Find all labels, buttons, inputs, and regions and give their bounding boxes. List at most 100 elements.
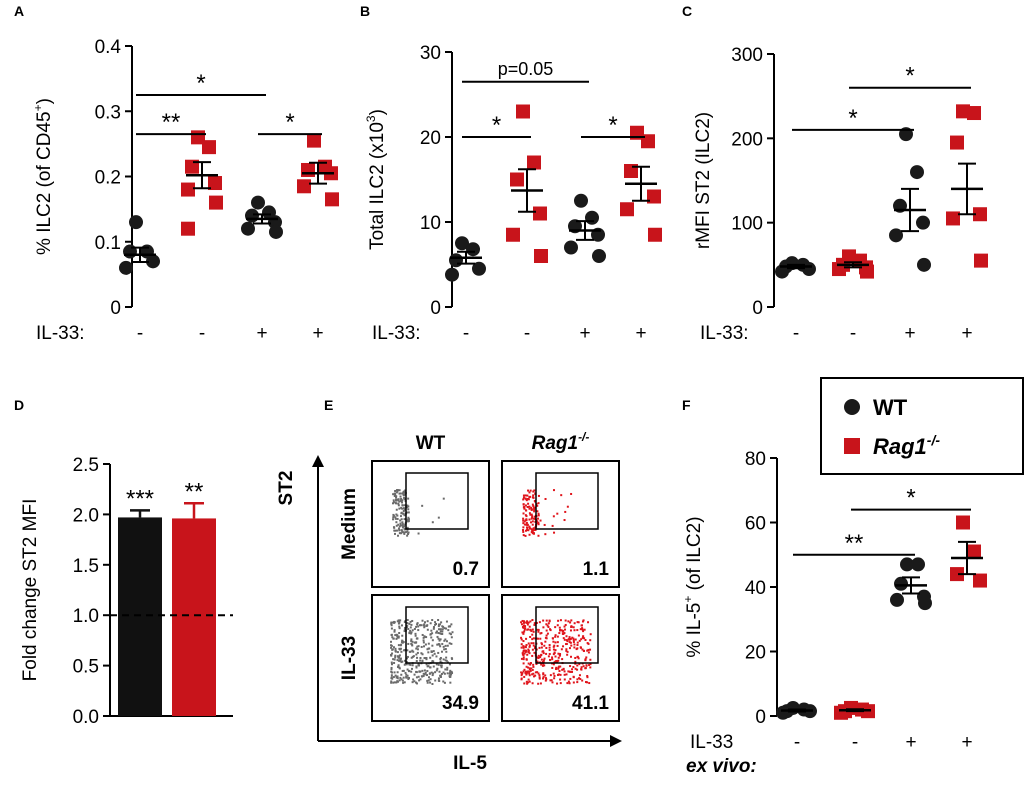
panel-e-event-dot xyxy=(449,669,452,672)
panel-e-event-dot xyxy=(416,648,419,651)
panel-e-event-dot xyxy=(562,632,565,635)
panel-e-event-dot xyxy=(419,678,422,681)
panel-e-event-dot xyxy=(397,498,400,501)
panel-e-event-dot xyxy=(565,635,568,638)
panel-e-column-header-main: Rag1 xyxy=(532,433,578,454)
panel-e-event-dot xyxy=(578,677,581,680)
panel-e-event-dot xyxy=(421,633,424,636)
legend-frame xyxy=(820,377,1024,475)
panel-e-event-dot xyxy=(523,628,526,631)
panel-e-event-dot xyxy=(521,631,524,634)
panel-a-condition: - xyxy=(137,323,143,344)
panel-e-event-dot xyxy=(589,666,592,669)
panel-b-point-rag1 xyxy=(506,227,520,242)
panel-e-event-dot xyxy=(435,631,438,634)
panel-e-event-dot xyxy=(417,532,420,535)
panel-e-event-dot xyxy=(528,533,531,536)
panel-a-y-label: % ILC2 (of CD45+) xyxy=(31,98,55,255)
panel-e-event-dot xyxy=(520,621,523,624)
panel-e-event-dot xyxy=(533,651,536,654)
panel-e-event-dot xyxy=(393,495,396,498)
panel-e-event-dot xyxy=(526,523,529,526)
panel-e-event-dot xyxy=(525,673,528,676)
panel-e-event-dot xyxy=(576,678,579,681)
panel-c-point-rag1 xyxy=(950,135,964,150)
panel-e-event-dot xyxy=(569,638,572,641)
panel-e-event-dot xyxy=(396,655,399,658)
panel-b-y-label-main: Total ILC2 (x10 xyxy=(367,122,388,250)
panel-e-event-dot xyxy=(525,658,528,661)
panel-a-condition: + xyxy=(312,323,323,344)
panel-e-event-dot xyxy=(406,655,409,658)
legend-marker-rag1 xyxy=(844,438,860,454)
panel-e-event-dot xyxy=(557,652,560,655)
panel-c-y-label-main: rMFI ST2 (ILC2) xyxy=(693,112,714,249)
panel-e-event-dot xyxy=(528,525,531,528)
panel-e-event-dot xyxy=(522,526,525,529)
panel-e-event-dot xyxy=(401,634,404,637)
panel-e-event-dot xyxy=(523,675,526,678)
panel-e-event-dot xyxy=(420,645,423,648)
panel-e-event-dot xyxy=(421,653,424,656)
panel-e-event-dot xyxy=(525,526,528,529)
panel-e-event-dot xyxy=(399,647,402,650)
panel-e-event-dot xyxy=(576,664,579,667)
panel-e-event-dot xyxy=(529,513,532,516)
panel-f-sig-label: * xyxy=(906,485,915,512)
panel-e-event-dot xyxy=(440,650,443,653)
panel-e-event-dot xyxy=(443,672,446,675)
panel-e-event-dot xyxy=(564,628,567,631)
panel-e-event-dot xyxy=(536,660,539,663)
panel-e-event-dot xyxy=(527,498,530,501)
panel-e-event-dot xyxy=(525,621,528,624)
panel-e-event-dot xyxy=(400,511,403,514)
panel-e-event-dot xyxy=(562,667,565,670)
panel-c-point-wt xyxy=(910,165,924,180)
panel-e-event-dot xyxy=(536,510,539,513)
panel-e-event-dot xyxy=(522,522,525,525)
panel-e-event-dot xyxy=(406,668,409,671)
panel-e-event-dot xyxy=(520,677,523,680)
panel-e-event-dot xyxy=(434,671,437,674)
panel-e-event-dot xyxy=(406,534,409,537)
panel-e-event-dot xyxy=(427,665,430,668)
panel-e-event-dot xyxy=(401,679,404,682)
panel-e-event-dot xyxy=(575,648,578,651)
panel-e-gate xyxy=(535,606,599,664)
panel-e-event-dot xyxy=(543,523,546,526)
panel-e-event-dot xyxy=(413,680,416,683)
panel-c-point-wt xyxy=(917,257,931,272)
panel-e-event-dot xyxy=(529,669,532,672)
panel-e-plot: 41.1 xyxy=(501,594,620,722)
panel-e-event-dot xyxy=(407,642,410,645)
panel-e-event-dot xyxy=(396,651,399,654)
panel-e-event-dot xyxy=(576,641,579,644)
panel-e-plot-frame xyxy=(501,460,620,588)
panel-e-event-dot xyxy=(537,521,540,524)
panel-e-event-dot xyxy=(405,657,408,660)
panel-c-point-wt xyxy=(889,228,903,243)
panel-e-event-dot xyxy=(398,525,401,528)
panel-e-event-dot xyxy=(569,629,572,632)
panel-e-event-dot xyxy=(402,507,405,510)
panel-e-event-dot xyxy=(401,504,404,507)
panel-e-event-dot xyxy=(522,529,525,531)
panel-e-event-dot xyxy=(531,503,534,506)
panel-b-condition: + xyxy=(579,323,590,344)
panel-e-event-dot xyxy=(523,507,526,510)
panel-f-point-rag1 xyxy=(956,515,970,530)
panel-e-event-dot xyxy=(444,659,447,662)
panel-e-y-arrowhead xyxy=(312,455,324,467)
panel-e-event-dot xyxy=(401,523,404,526)
panel-e-event-dot xyxy=(539,519,542,522)
panel-e-event-dot xyxy=(544,636,547,639)
panel-e-event-dot xyxy=(528,644,531,647)
panel-e-event-dot xyxy=(520,674,523,677)
panel-e-event-dot xyxy=(429,666,432,669)
panel-a-sig-label: * xyxy=(196,70,205,97)
panel-e-event-dot xyxy=(397,644,400,647)
panel-e-event-dot xyxy=(406,506,409,509)
panel-e-plot-frame xyxy=(371,460,490,588)
panel-e-event-dot xyxy=(444,648,447,650)
panel-e-event-dot xyxy=(561,630,564,633)
